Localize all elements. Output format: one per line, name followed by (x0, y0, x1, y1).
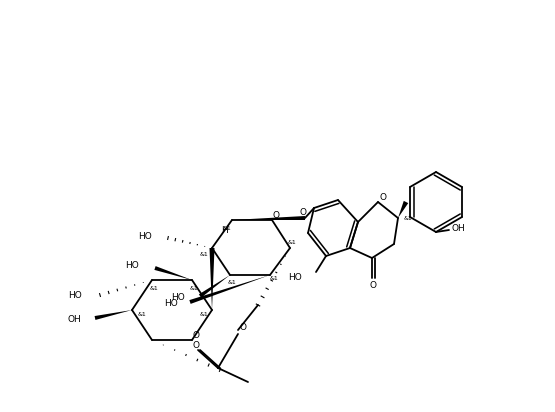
Polygon shape (199, 275, 230, 297)
Text: O: O (273, 211, 280, 220)
Text: H: H (221, 225, 228, 234)
Text: HO: HO (68, 290, 82, 300)
Text: &1: &1 (200, 311, 208, 316)
Text: &1: &1 (223, 225, 231, 230)
Text: O: O (370, 281, 376, 290)
Text: &1: &1 (403, 215, 412, 220)
Polygon shape (232, 216, 305, 220)
Text: OH: OH (67, 316, 81, 325)
Polygon shape (94, 310, 132, 320)
Text: &1: &1 (190, 286, 198, 290)
Text: O: O (193, 340, 199, 349)
Text: &1: &1 (150, 286, 158, 290)
Polygon shape (154, 266, 192, 280)
Text: O: O (240, 323, 246, 332)
Polygon shape (189, 275, 270, 304)
Text: HO: HO (125, 262, 139, 271)
Polygon shape (209, 248, 214, 310)
Text: &1: &1 (270, 276, 279, 281)
Text: OH: OH (452, 223, 466, 232)
Polygon shape (398, 201, 408, 218)
Text: O: O (193, 330, 199, 339)
Text: &1: &1 (287, 239, 296, 244)
Text: &1: &1 (200, 251, 208, 257)
Text: &1: &1 (138, 311, 147, 316)
Text: O: O (380, 192, 386, 201)
Text: HO: HO (138, 232, 152, 241)
Text: &1: &1 (228, 281, 236, 286)
Text: HO: HO (164, 300, 178, 309)
Text: HO: HO (171, 293, 185, 302)
Text: O: O (300, 208, 306, 216)
Text: HO: HO (288, 272, 302, 281)
